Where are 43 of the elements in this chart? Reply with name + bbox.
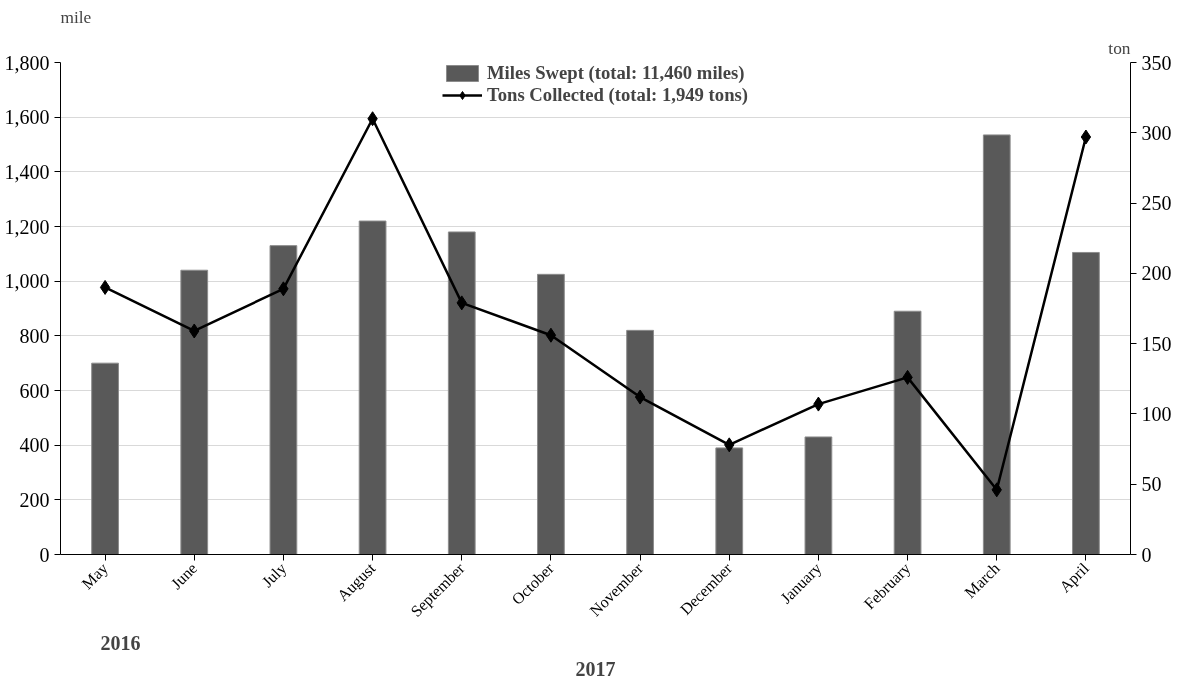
bar: [626, 329, 654, 555]
y2-tick-label: 300: [1141, 121, 1172, 144]
x-tick-label: June: [167, 559, 201, 593]
x-tick-label: July: [258, 559, 291, 592]
bar: [447, 231, 476, 555]
bar: [537, 273, 565, 555]
y-tick-label: 400: [19, 434, 50, 457]
text: 2017: [575, 657, 616, 680]
y-tick-label: 1,800: [4, 51, 50, 74]
y-tick-label: 1,000: [4, 270, 50, 293]
bar: [804, 436, 833, 555]
bar: [91, 362, 119, 555]
y-tick-label: 600: [19, 379, 50, 402]
x-tick-label: May: [78, 559, 112, 593]
legend-label: Miles Swept (total: 11,460 miles): [486, 62, 745, 84]
y2-tick-label: 200: [1141, 262, 1172, 285]
y2-axis-title: ton: [1108, 38, 1131, 58]
bar: [715, 447, 744, 555]
bar: [180, 269, 209, 555]
text: 2016: [100, 631, 141, 654]
bar: [982, 134, 1011, 555]
y-tick-label: 200: [19, 488, 50, 511]
bar: [893, 310, 922, 555]
y-tick-label: 1,200: [4, 215, 50, 238]
y2-tick-label: 250: [1141, 192, 1172, 215]
point: [1080, 129, 1092, 145]
legend-label: Tons Collected (total: 1,949 tons): [486, 84, 749, 106]
y-tick-label: 1,400: [4, 160, 50, 183]
y2-tick-label: 0: [1141, 543, 1152, 566]
y-axis-title: mile: [60, 7, 92, 27]
y-tick-label: 1,600: [4, 106, 50, 129]
point: [99, 279, 111, 295]
y2-tick-label: 350: [1141, 51, 1172, 74]
y2-tick-label: 100: [1141, 402, 1172, 425]
point: [634, 389, 646, 405]
bar: [269, 245, 298, 555]
y-tick-label: 800: [19, 324, 50, 347]
y2-tick-label: 50: [1141, 473, 1162, 496]
point: [545, 327, 557, 343]
bar: [1072, 251, 1100, 555]
y2-tick-label: 150: [1141, 332, 1172, 355]
y-tick-label: 0: [39, 543, 50, 566]
bar: [358, 220, 387, 555]
